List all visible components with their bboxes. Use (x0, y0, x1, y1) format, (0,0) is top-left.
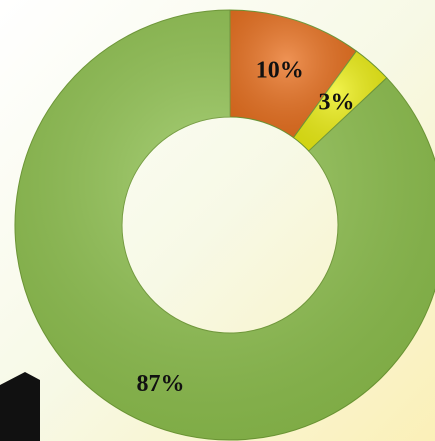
data-label: 87% (136, 371, 184, 397)
decor-block (0, 372, 40, 441)
slice-shine (230, 10, 357, 138)
data-label: 3% (318, 90, 354, 116)
data-label: 10% (256, 57, 304, 83)
slice-shine (293, 51, 387, 152)
slice-shine (15, 10, 435, 440)
